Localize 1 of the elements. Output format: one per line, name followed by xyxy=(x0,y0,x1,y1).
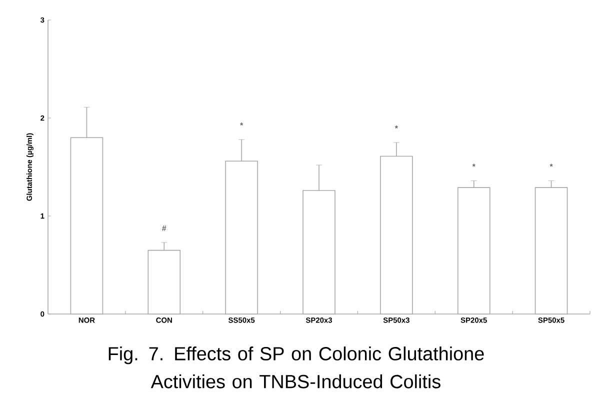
caption: Fig. 7. Effects of SP on Colonic Glutathione Activities on TNBS-Induced Colitis xyxy=(108,346,484,388)
